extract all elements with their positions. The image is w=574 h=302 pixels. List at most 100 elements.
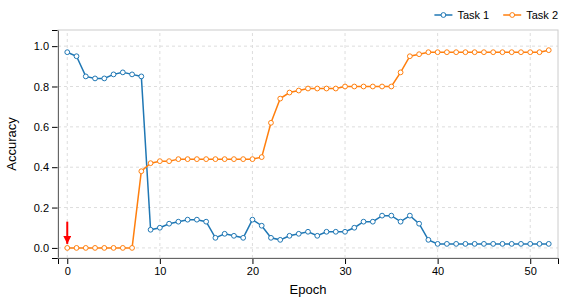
series-point: [500, 50, 505, 55]
series-point: [454, 241, 459, 246]
series-point: [491, 50, 496, 55]
series-point: [185, 217, 190, 222]
y-axis-title: Accuracy: [4, 117, 19, 171]
legend-item: Task 2: [503, 9, 558, 21]
y-tick-mark: [52, 248, 58, 249]
x-tick: 30: [339, 258, 351, 277]
series-point: [463, 50, 468, 55]
series-point: [380, 213, 385, 218]
y-tick-label: 0.8: [34, 81, 49, 93]
series-point: [213, 235, 218, 240]
series-point: [528, 50, 533, 55]
series-point: [176, 219, 181, 224]
series-point: [333, 229, 338, 234]
y-axis: 0.00.20.40.60.81.0: [34, 31, 59, 259]
series-point: [232, 233, 237, 238]
plot-area: [65, 48, 551, 251]
series-point: [398, 219, 403, 224]
grid-line: [159, 30, 160, 258]
y-tick: 0.4: [34, 161, 58, 173]
series-point: [120, 246, 125, 251]
series-point: [269, 120, 274, 125]
series-point: [333, 86, 338, 91]
series-point: [296, 231, 301, 236]
series-point: [139, 74, 144, 79]
series-point: [213, 157, 218, 162]
legend-label: Task 2: [526, 9, 558, 21]
y-tick-label: 1.0: [34, 40, 49, 52]
series-point: [222, 157, 227, 162]
y-tick-mark: [52, 127, 58, 128]
x-tick: 0: [65, 258, 71, 277]
x-tick: 40: [432, 258, 444, 277]
series-point: [306, 86, 311, 91]
series-point: [315, 233, 320, 238]
series-point: [93, 246, 98, 251]
grid-line: [58, 126, 558, 127]
x-tick-mark: [160, 258, 161, 264]
y-tick-label: 0.2: [34, 202, 49, 214]
series-point: [222, 231, 227, 236]
series-point: [528, 241, 533, 246]
x-tick-mark: [67, 258, 68, 264]
x-tick-label: 10: [154, 265, 166, 277]
series-point: [546, 241, 551, 246]
series-point: [370, 84, 375, 89]
series-point: [148, 161, 153, 166]
series-point: [435, 241, 440, 246]
series-point: [74, 54, 79, 59]
series-point: [259, 223, 264, 228]
y-tick: 0.8: [34, 81, 58, 93]
series-point: [482, 241, 487, 246]
series-point: [472, 50, 477, 55]
series-point: [389, 213, 394, 218]
x-tick-label: 50: [525, 265, 537, 277]
series-point: [426, 50, 431, 55]
x-tick: 10: [154, 258, 166, 277]
series-point: [176, 157, 181, 162]
series-point: [250, 217, 255, 222]
series-point: [65, 50, 70, 55]
legend-label: Task 1: [457, 9, 489, 21]
series-point: [546, 48, 551, 53]
grid-line: [58, 167, 558, 168]
grid-line: [67, 30, 68, 258]
plot-frame: [58, 30, 558, 258]
series-point: [204, 219, 209, 224]
series-point: [204, 157, 209, 162]
series-point: [491, 241, 496, 246]
series-point: [361, 84, 366, 89]
series-point: [454, 50, 459, 55]
y-tick-mark: [52, 167, 58, 168]
annotation-arrow: [66, 222, 68, 244]
series-point: [194, 217, 199, 222]
series-point: [343, 229, 348, 234]
series-point: [120, 70, 125, 75]
y-tick: 0.2: [34, 202, 58, 214]
series-point: [370, 219, 375, 224]
series-point: [130, 246, 135, 251]
y-tick-mark: [52, 46, 58, 47]
series-point: [167, 221, 172, 226]
x-tick-mark: [345, 258, 346, 264]
series-point: [426, 237, 431, 242]
series-point: [352, 84, 357, 89]
series-point: [537, 241, 542, 246]
series-point: [519, 241, 524, 246]
x-axis-title: Epoch: [290, 282, 327, 297]
grid: [58, 30, 558, 258]
series-point: [130, 72, 135, 77]
series-point: [296, 88, 301, 93]
series-point: [482, 50, 487, 55]
x-tick-label: 20: [247, 265, 259, 277]
y-tick-mark: [52, 86, 58, 87]
series-point: [83, 74, 88, 79]
series-point: [407, 54, 412, 59]
series-point: [407, 213, 412, 218]
x-tick-label: 40: [432, 265, 444, 277]
y-tick-label: 0.4: [34, 161, 49, 173]
series-point: [287, 233, 292, 238]
x-tick-label: 0: [65, 265, 71, 277]
x-tick: 50: [525, 258, 537, 277]
series-point: [157, 159, 162, 164]
